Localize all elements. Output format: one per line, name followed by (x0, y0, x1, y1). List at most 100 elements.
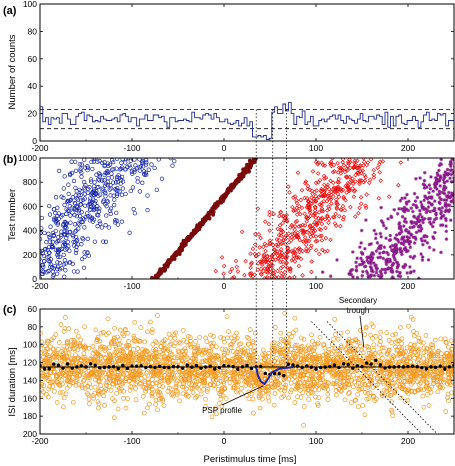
raster-point (440, 206, 445, 210)
raster-point (277, 223, 283, 228)
raster-point (422, 207, 426, 212)
raster-point (55, 260, 60, 265)
raster-point (54, 271, 60, 276)
raster-point (383, 270, 388, 275)
isi-point (286, 395, 291, 401)
isi-point (133, 386, 138, 391)
raster-point (362, 172, 367, 178)
raster-point (348, 204, 353, 210)
raster-point (329, 161, 334, 167)
raster-point (379, 271, 383, 276)
isi-point (397, 359, 402, 365)
isi-point (188, 341, 193, 347)
raster-point (404, 249, 409, 254)
raster-point (398, 160, 404, 165)
isi-point (399, 345, 405, 351)
raster-point (115, 174, 120, 180)
raster-point (358, 168, 363, 174)
isi-point (51, 351, 56, 357)
isi-point (200, 359, 206, 365)
raster-point (319, 206, 325, 211)
isi-point (149, 330, 155, 335)
raster-point (13, 256, 17, 260)
isi-point (425, 392, 430, 397)
raster-point (319, 221, 325, 227)
raster-point (305, 215, 311, 221)
isi-point (314, 341, 320, 347)
isi-point (315, 363, 321, 368)
isi-point (272, 391, 278, 396)
raster-point (327, 206, 332, 212)
raster-point (73, 168, 79, 173)
raster-point (384, 259, 388, 263)
raster-point (365, 258, 369, 263)
raster-point (256, 232, 262, 237)
y-tick-label: 400 (23, 226, 37, 236)
raster-point (280, 254, 285, 260)
y-tick-label: 100 (23, 340, 37, 350)
raster-point (70, 232, 75, 237)
raster-point (53, 247, 59, 252)
raster-point (40, 262, 41, 265)
isi-point (396, 344, 402, 350)
isi-point (146, 356, 152, 362)
isi-point (252, 348, 258, 354)
isi-point (150, 347, 156, 352)
isi-point (221, 386, 227, 392)
raster-point (360, 252, 365, 256)
raster-point (378, 255, 383, 259)
raster-point (298, 256, 304, 262)
isi-point (438, 371, 444, 377)
raster-point (103, 170, 108, 176)
raster-point (82, 225, 87, 230)
raster-point (63, 268, 68, 273)
isi-point (348, 338, 354, 344)
raster-point (369, 252, 374, 257)
raster-point (399, 230, 404, 234)
raster-point (262, 241, 268, 247)
x-tick-label: -100 (123, 436, 140, 446)
raster-point (363, 205, 369, 211)
raster-point (399, 207, 404, 211)
isi-point (291, 330, 296, 335)
raster-point (74, 213, 80, 219)
raster-point (407, 231, 411, 235)
mean-isi-marker (249, 366, 254, 371)
raster-point (289, 248, 295, 254)
raster-point (14, 250, 18, 254)
raster-point (310, 169, 316, 174)
isi-point (360, 403, 365, 408)
raster-point (422, 170, 427, 175)
raster-point (420, 258, 425, 262)
isi-point (239, 385, 244, 391)
raster-point (322, 188, 328, 194)
raster-point (130, 185, 136, 190)
isi-point (235, 346, 241, 352)
isi-point (355, 391, 360, 397)
raster-point (449, 218, 453, 222)
raster-point (27, 268, 31, 272)
raster-point (408, 245, 413, 250)
isi-point (170, 371, 175, 376)
raster-point (401, 208, 406, 213)
isi-point (142, 374, 147, 380)
raster-point (378, 269, 383, 274)
raster-point (115, 176, 120, 181)
isi-point (358, 374, 364, 380)
isi-point (172, 335, 178, 341)
raster-point (387, 238, 392, 243)
raster-point (443, 185, 448, 190)
raster-point (143, 158, 149, 163)
raster-point (439, 250, 443, 255)
raster-point (359, 250, 364, 255)
raster-point (26, 240, 30, 244)
isi-point (292, 315, 298, 321)
isi-point (373, 333, 379, 339)
isi-point (291, 351, 297, 356)
raster-point (156, 158, 161, 162)
raster-point (66, 191, 71, 197)
y-tick-label: 40 (28, 81, 38, 91)
isi-point (54, 374, 60, 379)
raster-point (69, 159, 74, 164)
isi-point (79, 382, 85, 388)
